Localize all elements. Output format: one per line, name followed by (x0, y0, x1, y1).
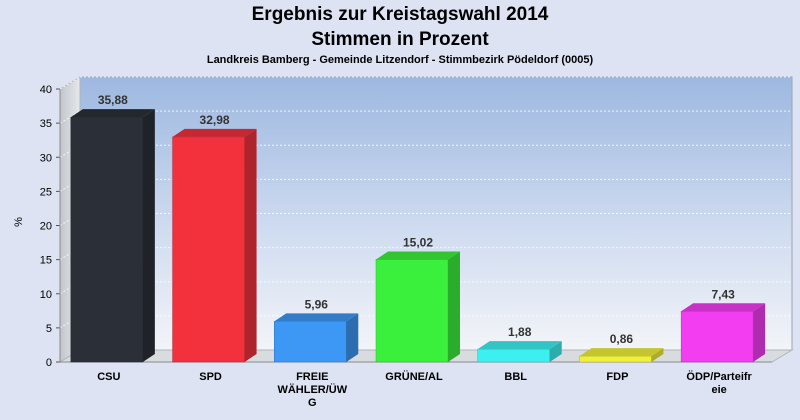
bar-side (753, 303, 766, 362)
bar-value-label: 35,88 (98, 93, 128, 107)
bar-top (376, 251, 460, 260)
bar-top (579, 348, 664, 357)
bar-side (244, 128, 257, 362)
bar (70, 116, 144, 363)
bar (680, 311, 754, 363)
bar-side (346, 313, 359, 362)
bar (172, 136, 245, 363)
bar-side (142, 109, 155, 362)
y-axis-label: % (13, 217, 25, 227)
bar-value-label: 0,86 (610, 332, 634, 346)
y-tick-label: 0 (46, 357, 52, 369)
y-tick-label: 5 (46, 323, 52, 335)
bar-value-label: 15,02 (403, 235, 433, 249)
bar (375, 259, 449, 363)
bar-side (651, 348, 664, 362)
x-tick-label: BBL (504, 371, 527, 383)
x-tick-label: WÄHLER/ÜW (277, 383, 347, 396)
chart-title: Ergebnis zur Kreistagswahl 2014 (251, 4, 549, 25)
chart-subtitle: Stimmen in Prozent (311, 29, 489, 50)
y-tick-label: 20 (40, 221, 52, 233)
y-tick-label: 10 (40, 289, 52, 301)
bar (274, 321, 347, 363)
y-tick-label: 35 (40, 118, 52, 130)
x-tick-label: FREIE (296, 371, 328, 383)
bar-top (681, 303, 766, 312)
bar-side (549, 341, 562, 362)
bar-top (70, 109, 155, 118)
bar-value-label: 7,43 (711, 287, 735, 301)
bar-side (448, 251, 460, 362)
x-tick-label: GRÜNE/AL (385, 370, 443, 383)
bar (579, 355, 652, 363)
bar-value-label: 1,88 (508, 325, 532, 339)
y-tick-label: 30 (40, 152, 52, 164)
x-tick-label: CSU (97, 371, 120, 383)
x-tick-label: ÖDP/Parteifr (686, 370, 752, 383)
y-tick-label: 25 (40, 186, 52, 198)
bar-value-label: 5,96 (305, 297, 329, 311)
x-tick-label: FDP (606, 371, 628, 383)
bar-top (477, 341, 562, 350)
bar-top (172, 128, 257, 137)
bar-top (274, 313, 359, 322)
bar-value-label: 32,98 (200, 113, 230, 127)
chart-subsubtitle: Landkreis Bamberg - Gemeinde Litzendorf … (206, 54, 594, 66)
x-tick-label: SPD (199, 371, 222, 383)
x-tick-label: eie (711, 384, 726, 396)
y-tick-label: 40 (40, 84, 52, 96)
y-tick-label: 15 (40, 255, 52, 267)
bar (477, 348, 550, 363)
x-tick-label: G (308, 397, 317, 409)
